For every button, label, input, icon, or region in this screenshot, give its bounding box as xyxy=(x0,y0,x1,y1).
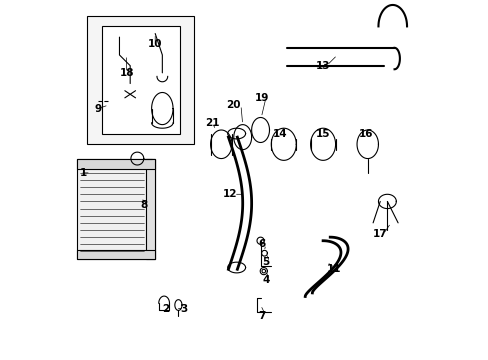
Text: 4: 4 xyxy=(262,275,269,285)
Text: 20: 20 xyxy=(226,100,241,110)
Text: 11: 11 xyxy=(326,264,340,274)
Text: 5: 5 xyxy=(262,257,269,267)
Bar xyxy=(77,158,155,169)
Bar xyxy=(77,158,155,258)
Text: 8: 8 xyxy=(141,200,148,210)
Text: 10: 10 xyxy=(148,39,162,49)
Bar xyxy=(146,158,155,258)
Text: 14: 14 xyxy=(272,129,287,139)
Bar xyxy=(102,26,180,134)
Text: 7: 7 xyxy=(258,311,265,321)
Text: 6: 6 xyxy=(258,239,265,249)
Text: 2: 2 xyxy=(162,303,169,314)
Bar xyxy=(87,16,194,144)
Text: 3: 3 xyxy=(180,303,187,314)
Text: 17: 17 xyxy=(372,229,387,239)
Text: 18: 18 xyxy=(119,68,134,78)
Bar xyxy=(77,249,155,258)
Text: 13: 13 xyxy=(315,61,330,71)
Text: 12: 12 xyxy=(223,189,237,199)
Text: 1: 1 xyxy=(80,168,87,178)
Text: 9: 9 xyxy=(94,104,102,113)
Text: 19: 19 xyxy=(255,93,269,103)
Text: 15: 15 xyxy=(315,129,330,139)
Text: 21: 21 xyxy=(204,118,219,128)
Text: 16: 16 xyxy=(358,129,372,139)
